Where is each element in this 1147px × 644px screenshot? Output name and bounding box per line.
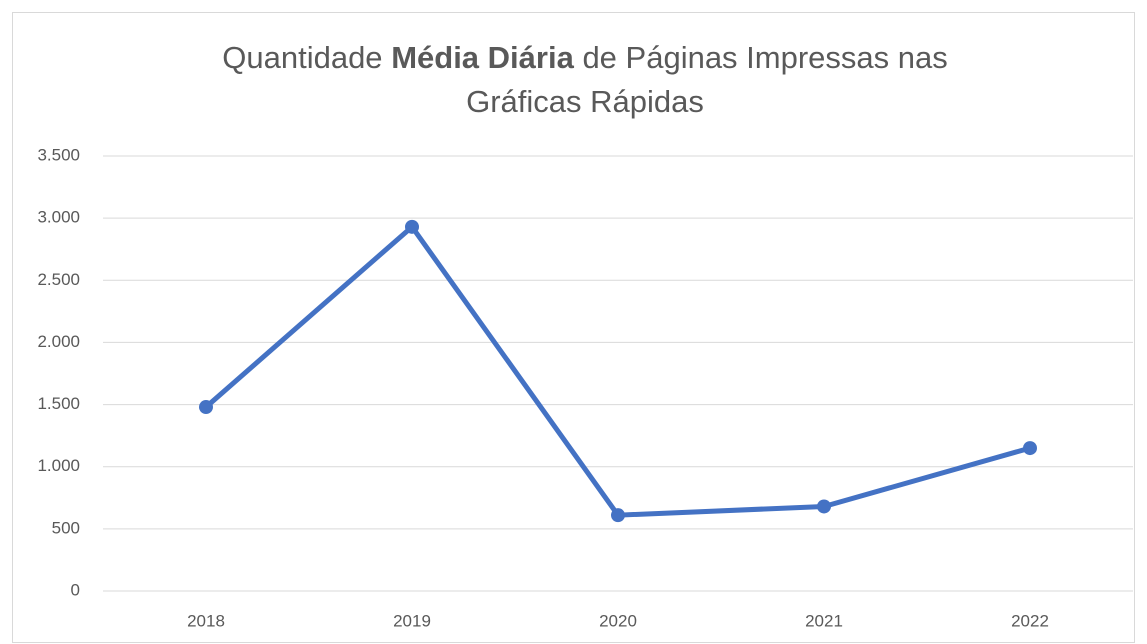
- chart-title: Gráficas Rápidas: [466, 84, 704, 119]
- y-tick-label: 500: [52, 518, 80, 537]
- x-tick-label: 2022: [1011, 611, 1049, 630]
- y-tick-label: 2.500: [37, 270, 80, 289]
- y-tick-label: 1.500: [37, 394, 80, 413]
- y-tick-label: 3.500: [37, 145, 80, 164]
- chart-frame: [12, 12, 1135, 643]
- x-tick-label: 2021: [805, 611, 843, 630]
- point: [199, 400, 213, 415]
- x-tick-label: 2018: [187, 611, 225, 630]
- chart-title: Quantidade Média Diária de Páginas Impre…: [222, 40, 948, 75]
- y-tick-label: 2.000: [37, 332, 80, 351]
- x-tick-label: 2019: [393, 611, 431, 630]
- y-tick-label: 0: [71, 580, 80, 599]
- point: [405, 219, 419, 234]
- title-part: de Páginas Impressas nas: [582, 40, 947, 75]
- point: [817, 499, 831, 514]
- y-tick-label: 1.000: [37, 456, 80, 475]
- point: [611, 508, 625, 523]
- y-tick-label: 3.000: [37, 208, 80, 227]
- point: [1023, 441, 1037, 456]
- x-tick-label: 2020: [599, 611, 637, 630]
- title-part: Quantidade: [222, 40, 382, 75]
- title-part: Média Diária: [391, 40, 574, 75]
